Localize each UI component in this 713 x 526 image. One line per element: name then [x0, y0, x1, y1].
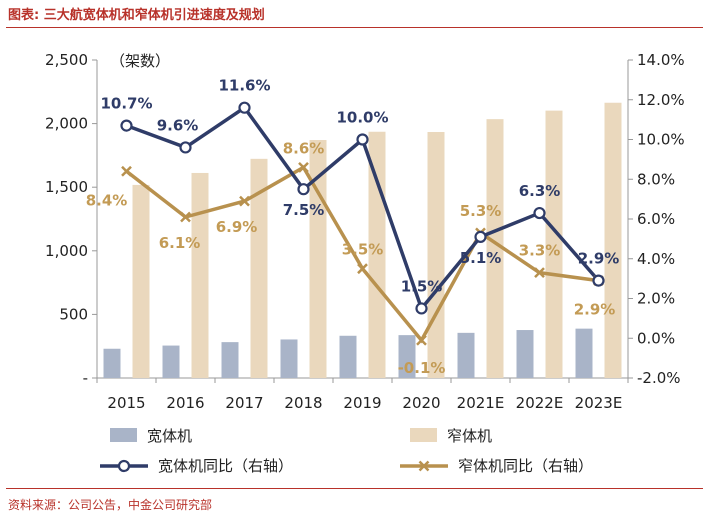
label-wide-2015: 10.7%: [100, 95, 152, 113]
x-tick-label: 2015: [107, 394, 145, 412]
label-wide-2019: 10.0%: [336, 109, 388, 127]
bar-narrow-2016: [191, 172, 209, 378]
label-wide-2022E: 6.3%: [519, 182, 561, 200]
chart-title: 图表: 三大航宽体机和窄体机引进速度及规划: [8, 8, 265, 23]
right-tick-label: 12.0%: [637, 91, 685, 109]
marker-wide-2018: [297, 183, 310, 196]
marker-wide-2021E: [474, 230, 487, 243]
left-tick-label: -: [83, 369, 88, 387]
x-tick-label: 2021E: [457, 394, 505, 412]
marker-wide-2023E: [592, 274, 605, 287]
title-divider: [6, 27, 703, 28]
right-tick-label: 2.0%: [637, 290, 675, 308]
marker-wide-2017: [238, 101, 251, 114]
label-wide-2020: 1.5%: [401, 277, 443, 295]
right-tick-label: -2.0%: [637, 369, 681, 387]
label-narrow-2017: 6.9%: [216, 218, 258, 236]
bar-wide-2020: [398, 335, 416, 378]
legend-swatch-narrow-bar: [410, 428, 437, 442]
marker-wide-2019: [356, 133, 369, 146]
bar-wide-2019: [339, 335, 357, 378]
legend-label-wide-line: 宽体机同比（右轴）: [158, 457, 293, 475]
label-wide-2021E: 5.1%: [460, 249, 502, 267]
label-narrow-2015: 8.4%: [86, 191, 128, 209]
marker-narrow-2020: [416, 334, 427, 346]
left-tick-label: 500: [59, 305, 88, 323]
label-narrow-2018: 8.6%: [283, 139, 325, 157]
legend-marker-narrow-line: [418, 460, 430, 472]
x-tick-label: 2017: [225, 394, 263, 412]
bar-wide-2016: [162, 345, 180, 378]
marker-narrow-2022E: [534, 267, 545, 279]
bar-narrow-2020: [427, 131, 445, 378]
left-tick-label: 2,000: [45, 115, 88, 133]
bar-narrow-2021E: [486, 119, 504, 378]
marker-narrow-2019: [357, 263, 368, 275]
label-narrow-2020: -0.1%: [398, 359, 446, 377]
x-tick-label: 2022E: [516, 394, 564, 412]
right-tick-label: 8.0%: [637, 170, 675, 188]
label-narrow-2023E: 2.9%: [574, 301, 616, 319]
bar-wide-2023E: [575, 328, 593, 378]
bar-wide-2021E: [457, 332, 475, 378]
bar-narrow-2022E: [545, 110, 563, 378]
label-wide-2016: 9.6%: [157, 116, 199, 134]
label-wide-2023E: 2.9%: [578, 250, 620, 268]
bar-wide-2015: [103, 348, 121, 378]
marker-narrow-2017: [239, 195, 250, 207]
x-tick-label: 2016: [166, 394, 204, 412]
label-wide-2017: 11.6%: [218, 77, 270, 95]
legend-marker-wide-line: [117, 459, 131, 473]
marker-narrow-2016: [180, 211, 191, 223]
label-narrow-2021E: 5.3%: [460, 202, 502, 220]
marker-wide-2015: [120, 119, 133, 132]
label-narrow-2022E: 3.3%: [519, 242, 561, 260]
bar-wide-2018: [280, 339, 298, 378]
left-tick-label: 1,000: [45, 242, 88, 260]
bar-narrow-2015: [132, 184, 150, 378]
right-tick-label: 14.0%: [637, 51, 685, 69]
left-tick-label: 1,500: [45, 178, 88, 196]
right-tick-label: 0.0%: [637, 329, 675, 347]
unit-label: （架数）: [110, 52, 170, 70]
label-wide-2018: 7.5%: [283, 201, 325, 219]
marker-narrow-2018: [298, 161, 309, 173]
bar-narrow-2023E: [604, 102, 622, 378]
legend-label-wide-bar: 宽体机: [147, 427, 192, 445]
label-narrow-2016: 6.1%: [159, 234, 201, 252]
bar-wide-2022E: [516, 330, 534, 378]
x-tick-label: 2018: [284, 394, 322, 412]
right-tick-label: 10.0%: [637, 131, 685, 149]
x-tick-label: 2023E: [575, 394, 623, 412]
left-tick-label: 2,500: [45, 51, 88, 69]
source-divider: [6, 488, 703, 489]
legend-label-narrow-bar: 窄体机: [447, 427, 492, 445]
right-tick-label: 6.0%: [637, 210, 675, 228]
source-note: 资料来源：公司公告，中金公司研究部: [8, 498, 213, 512]
marker-wide-2016: [179, 141, 192, 154]
label-narrow-2019: 3.5%: [342, 241, 384, 259]
bar-wide-2017: [221, 342, 239, 378]
right-tick-label: 4.0%: [637, 250, 675, 268]
marker-narrow-2015: [121, 165, 132, 177]
legend-label-narrow-line: 窄体机同比（右轴）: [458, 457, 593, 475]
bar-narrow-2017: [250, 158, 268, 378]
legend-swatch-wide-bar: [110, 428, 137, 442]
marker-wide-2020: [415, 302, 428, 315]
x-tick-label: 2019: [343, 394, 381, 412]
marker-wide-2022E: [533, 206, 546, 220]
x-tick-label: 2020: [402, 394, 440, 412]
